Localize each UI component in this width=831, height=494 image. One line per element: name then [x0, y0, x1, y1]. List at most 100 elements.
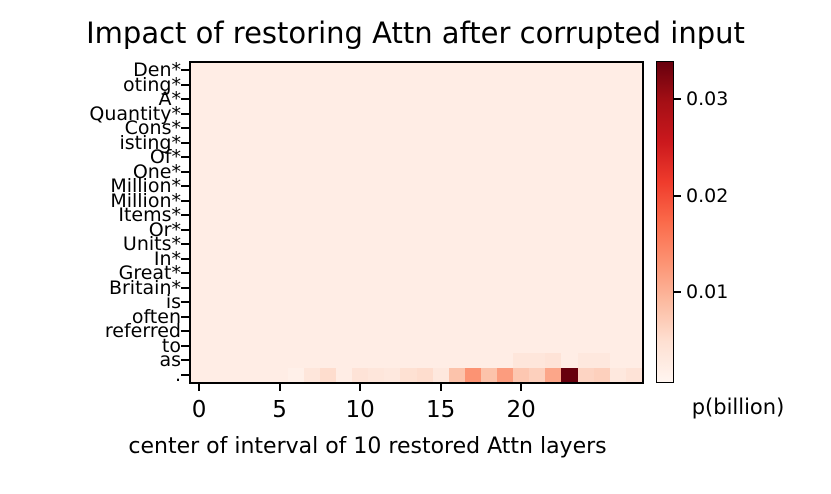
heatmap-cell: [271, 266, 288, 281]
heatmap-cell: [384, 92, 401, 107]
y-tick-mark: [181, 156, 189, 159]
heatmap-cell: [625, 135, 642, 150]
heatmap-cell: [577, 77, 594, 92]
heatmap-cell: [593, 92, 610, 107]
heatmap-cell: [625, 150, 642, 165]
y-tick-mark: [181, 330, 189, 333]
heatmap-cell: [577, 266, 594, 281]
heatmap-cell: [335, 222, 353, 237]
heatmap-cell: [271, 338, 288, 353]
heatmap-cell: [464, 179, 481, 194]
heatmap-cell: [416, 208, 433, 223]
heatmap-cell: [287, 150, 304, 165]
heatmap-cell: [513, 237, 530, 252]
heatmap-cell: [432, 266, 449, 281]
x-tick-mark: [359, 384, 362, 391]
heatmap-cell: [577, 338, 594, 353]
heatmap-cell: [191, 338, 208, 353]
heatmap-cell: [368, 179, 385, 194]
heatmap-cell: [416, 222, 433, 237]
y-tick-mark: [181, 112, 189, 115]
heatmap-cell: [368, 135, 385, 150]
heatmap-cell: [561, 266, 578, 281]
heatmap-cell: [384, 193, 401, 208]
heatmap-cell: [609, 251, 626, 266]
heatmap-cell: [335, 324, 353, 339]
heatmap-cell: [400, 77, 417, 92]
heatmap-cell: [497, 251, 514, 266]
heatmap-cell: [545, 150, 562, 165]
heatmap-cell: [609, 266, 626, 281]
heatmap-cell: [480, 179, 498, 194]
heatmap-cell: [384, 150, 401, 165]
heatmap-cell: [287, 106, 304, 121]
heatmap-cell: [319, 164, 336, 179]
y-tick-mark: [181, 286, 189, 289]
heatmap-cell: [448, 193, 465, 208]
heatmap-cell: [287, 353, 304, 368]
heatmap-cell: [593, 63, 610, 78]
heatmap-cell: [625, 164, 642, 179]
heatmap-cell: [287, 367, 304, 382]
heatmap-cell: [432, 237, 449, 252]
heatmap-cell: [335, 63, 353, 78]
heatmap-cell: [480, 237, 498, 252]
heatmap-cell: [545, 208, 562, 223]
heatmap-cell: [239, 353, 256, 368]
heatmap-cell: [609, 193, 626, 208]
heatmap-cell: [319, 309, 336, 324]
heatmap-cell: [287, 63, 304, 78]
heatmap-cell: [239, 63, 256, 78]
heatmap-cell: [223, 135, 240, 150]
y-tick-label: oting*: [123, 73, 181, 96]
heatmap-cell: [545, 164, 562, 179]
heatmap-cell: [480, 266, 498, 281]
heatmap-cell: [545, 135, 562, 150]
heatmap-cell: [480, 135, 498, 150]
heatmap-cell: [319, 251, 336, 266]
heatmap-cell: [400, 295, 417, 310]
heatmap-cell: [416, 266, 433, 281]
heatmap-cell: [352, 179, 369, 194]
heatmap-cell: [335, 150, 353, 165]
heatmap-cell: [303, 324, 320, 339]
heatmap-cell: [561, 367, 578, 382]
heatmap-cell: [255, 77, 272, 92]
heatmap-cell: [223, 295, 240, 310]
heatmap-cell: [352, 251, 369, 266]
heatmap-cell: [513, 222, 530, 237]
y-tick-label: Great*: [118, 262, 181, 285]
heatmap-cell: [561, 150, 578, 165]
heatmap-cell: [384, 367, 401, 382]
heatmap-cell: [545, 92, 562, 107]
heatmap-cell: [223, 179, 240, 194]
heatmap-cell: [480, 338, 498, 353]
heatmap-cell: [191, 150, 208, 165]
heatmap-cell: [432, 121, 449, 136]
heatmap-cell: [577, 150, 594, 165]
heatmap-cell: [464, 150, 481, 165]
heatmap-cell: [448, 106, 465, 121]
heatmap-cell: [352, 193, 369, 208]
heatmap-cell: [319, 63, 336, 78]
heatmap-cell: [400, 266, 417, 281]
heatmap-cell: [625, 179, 642, 194]
heatmap-cell: [609, 309, 626, 324]
heatmap-cell: [545, 121, 562, 136]
heatmap-cell: [625, 208, 642, 223]
heatmap-cell: [497, 367, 514, 382]
heatmap-cell: [625, 77, 642, 92]
heatmap-cell: [625, 193, 642, 208]
heatmap-cell: [271, 77, 288, 92]
heatmap-cell: [384, 179, 401, 194]
heatmap-cell: [400, 150, 417, 165]
heatmap-cell: [480, 251, 498, 266]
heatmap-cell: [561, 179, 578, 194]
heatmap-cell: [497, 280, 514, 295]
heatmap-cell: [593, 222, 610, 237]
heatmap-cell: [271, 295, 288, 310]
heatmap-cell: [239, 295, 256, 310]
heatmap-cell: [480, 324, 498, 339]
heatmap-cell: [319, 222, 336, 237]
colorbar-tick-label: 0.01: [686, 280, 729, 303]
